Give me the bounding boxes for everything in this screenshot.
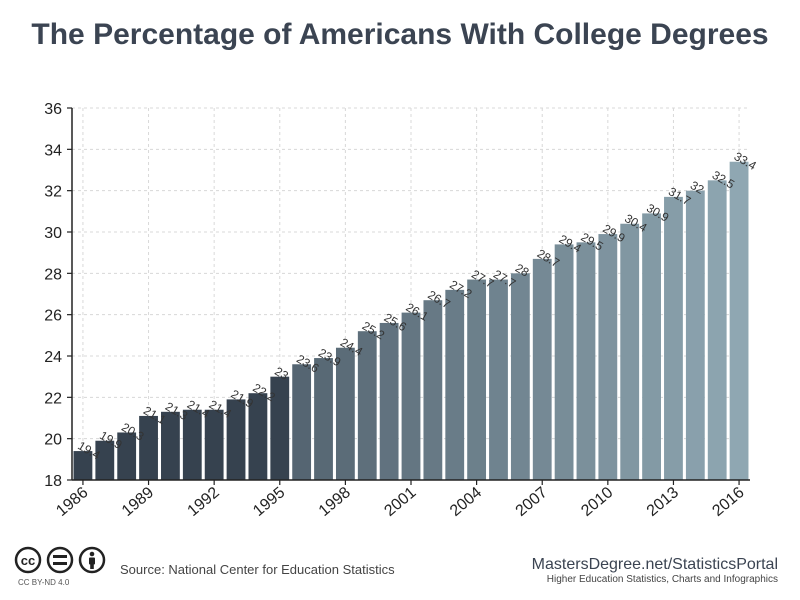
bar-1990 [161,411,180,480]
bar-2013 [664,196,683,480]
bar-1986 [73,451,93,480]
no-derivatives-icon [46,546,74,574]
bar-1991 [182,409,202,480]
y-tick-label: 30 [44,225,62,242]
bar-2010 [598,234,618,480]
bar-2011 [620,223,640,480]
bar-1999 [357,331,377,480]
bar-2001 [401,312,421,480]
bar-2002 [423,300,443,480]
y-tick-label: 20 [44,432,62,449]
chart-title: The Percentage of Americans With College… [31,18,769,51]
x-tick-label: 1998 [316,484,354,520]
bar-layer [73,161,749,481]
bar-2015 [707,180,727,481]
brand-name: MastersDegree.net/StatisticsPortal [531,556,778,573]
y-tick-label: 34 [44,142,62,159]
x-tick-label: 1992 [185,484,223,520]
source-note: Source: National Center for Education St… [120,562,395,577]
bar-1993 [226,399,246,480]
bar-1994 [248,393,268,480]
y-tick-label: 24 [44,349,62,366]
data-label: 32 [688,178,707,197]
x-tick-label: 2007 [513,484,551,520]
cc-license-icons: cc [14,546,106,581]
attribution-icon [78,546,106,574]
bar-2012 [642,213,661,480]
bar-2005 [489,279,508,480]
cc-icon: cc [14,546,42,574]
x-tick-label: 2001 [381,484,419,520]
y-tick-label: 26 [44,308,62,325]
data-label: 23 [272,364,291,383]
y-tick-label: 36 [44,101,62,118]
bar-2007 [532,258,552,480]
bar-1989 [139,415,158,480]
x-tick-label: 2010 [578,484,616,520]
x-tick-label: 2016 [709,484,747,520]
y-tick-label: 32 [44,184,62,201]
x-tick-label: 1995 [250,484,288,520]
bar-2006 [510,273,530,480]
license-label: CC BY-ND 4.0 [18,578,70,587]
bar-2004 [467,279,487,480]
bar-1996 [292,364,312,480]
data-label: 28 [513,261,532,280]
bar-1988 [117,432,137,480]
x-tick-label: 1989 [119,484,157,520]
x-tick-label: 2004 [447,484,485,520]
bar-2003 [445,289,465,480]
bar-2016 [729,161,749,480]
bar-2014 [685,190,705,480]
y-tick-label: 18 [44,473,62,490]
bar-2009 [576,242,596,480]
bar-1992 [204,409,224,480]
svg-text:cc: cc [21,553,35,568]
y-tick-label: 28 [44,266,62,283]
bar-1995 [270,376,290,480]
bar-1987 [95,440,115,480]
brand-block: MastersDegree.net/StatisticsPortal Highe… [532,556,778,585]
y-tick-label: 22 [44,390,62,407]
bar-1998 [335,347,355,480]
bar-2000 [379,322,399,480]
brand-tagline: Higher Education Statistics, Charts and … [546,574,778,585]
x-tick-label: 2013 [644,484,682,520]
bar-2008 [554,244,574,480]
bar-1997 [314,358,333,480]
